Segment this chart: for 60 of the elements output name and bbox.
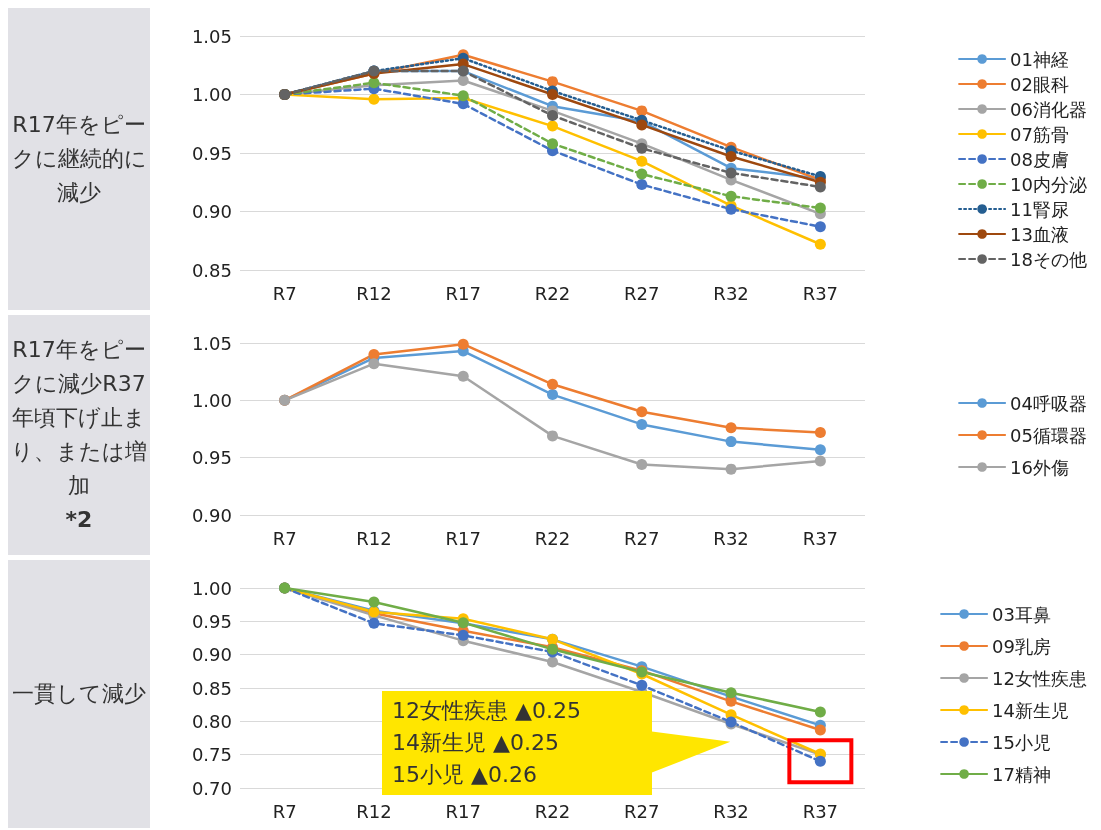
y-tick-label: 0.90 (191, 644, 232, 666)
x-tick-label: R22 (534, 527, 571, 549)
x-tick-label: R32 (713, 527, 749, 549)
y-tick-label: 1.00 (191, 577, 232, 599)
text: 一貫して減少 (12, 680, 146, 708)
x-tick-label: R32 (713, 800, 749, 822)
legend-label: 16外傷 (1010, 456, 1069, 478)
legend-label: 09乳房 (992, 635, 1051, 657)
text: R17年をピークに減少R37年頃下げ止まり、または増加 (10, 336, 148, 500)
y-tick-label: 1.05 (191, 332, 232, 354)
legend-label: 15小児 (992, 731, 1051, 753)
x-tick-label: R32 (713, 282, 749, 304)
x-tick-label: R22 (534, 800, 571, 822)
legend-label: 17精神 (992, 763, 1051, 785)
y-tick-label: 0.70 (191, 777, 232, 799)
x-tick-label: R12 (356, 527, 392, 549)
legend-label: 01神経 (1010, 48, 1069, 70)
legend-label: 11腎尿 (1010, 198, 1069, 220)
y-tick-label: 1.05 (191, 25, 232, 47)
x-tick-label: R7 (272, 800, 297, 822)
legend-label: 05循環器 (1010, 424, 1087, 446)
legend-label: 07筋骨 (1010, 123, 1069, 145)
legend-label: 10内分泌 (1010, 173, 1087, 195)
x-tick-label: R37 (802, 800, 839, 822)
x-tick-label: R17 (445, 282, 481, 304)
legend-label: 12女性疾患 (992, 667, 1087, 689)
y-tick-label: 0.75 (191, 744, 232, 766)
x-tick-label: R27 (624, 800, 660, 822)
y-tick-label: 0.80 (191, 710, 232, 732)
x-tick-label: R17 (445, 800, 481, 822)
x-tick-label: R12 (356, 282, 392, 304)
legend-label: 02眼科 (1010, 73, 1069, 95)
legend-label: 08皮膚 (1010, 148, 1069, 170)
annotation: 12女性疾患 ▲0.25 14新生児 ▲0.25 15小児 ▲0.26 (382, 691, 652, 796)
y-tick-label: 0.90 (191, 504, 232, 526)
x-tick-label: R7 (272, 527, 297, 549)
y-tick-label: 0.95 (191, 610, 232, 632)
legend-label: 06消化器 (1010, 98, 1087, 120)
y-tick-label: 0.85 (191, 677, 232, 699)
y-tick-label: 0.85 (191, 259, 232, 281)
text: *2 (65, 506, 93, 534)
x-tick-label: R37 (802, 282, 839, 304)
x-tick-label: R22 (534, 282, 571, 304)
x-tick-label: R27 (624, 527, 660, 549)
legend-label: 18その他 (1010, 248, 1087, 270)
x-tick-label: R12 (356, 800, 392, 822)
legend-label: 04呼吸器 (1010, 392, 1087, 414)
legend-label: 13血液 (1010, 223, 1069, 245)
y-tick-label: 1.00 (191, 389, 232, 411)
text: R17年をピークに継続的に減少 (10, 111, 148, 207)
y-tick-label: 0.95 (191, 142, 232, 164)
x-tick-label: R7 (272, 282, 297, 304)
legend-label: 14新生児 (992, 699, 1069, 721)
x-tick-label: R17 (445, 527, 481, 549)
x-tick-label: R27 (624, 282, 660, 304)
legend-label: 03耳鼻 (992, 603, 1051, 625)
y-tick-label: 1.00 (191, 84, 232, 105)
y-tick-label: 0.95 (191, 447, 232, 469)
x-tick-label: R37 (802, 527, 839, 549)
y-tick-label: 0.90 (191, 201, 232, 222)
